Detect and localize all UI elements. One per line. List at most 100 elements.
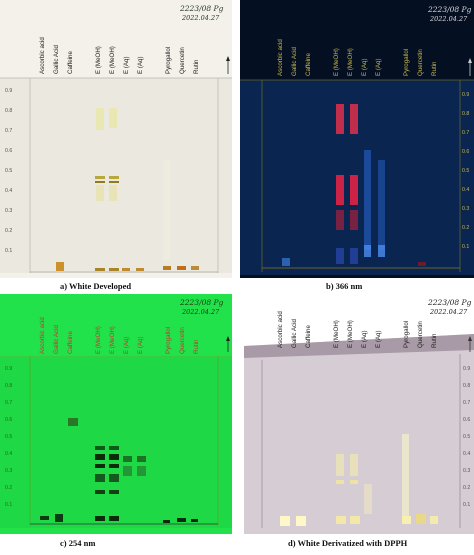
lane-label: Pyrogallol	[403, 48, 410, 76]
rf-tick: 0.9	[463, 366, 471, 372]
rf-tick: 0.8	[5, 383, 13, 389]
plate-date-d: 2022.04.27	[430, 308, 468, 316]
rf-tick: 0.9	[5, 88, 13, 94]
caption-a: a) White Developed	[60, 281, 132, 291]
rf-tick: 0.1	[5, 502, 13, 508]
rf-tick: 0.6	[5, 417, 13, 423]
plate-date-c: 2022.04.27	[182, 308, 220, 316]
panel-white-developed: 2223/08 Pg 2022.04.27 Ascorbic acid Gall…	[0, 0, 232, 278]
lane-label: Rutin	[431, 333, 438, 348]
rf-tick: 0.7	[5, 400, 13, 406]
rf-tick: 0.7	[5, 128, 13, 134]
lane-label: Quercetin	[417, 49, 424, 76]
lane-label: Pyrogallol	[403, 320, 410, 348]
lane-labels-c: Ascorbic acid Gallic Acid Caffeine E (Me…	[39, 298, 216, 354]
rf-tick: 0.5	[463, 434, 471, 440]
plate-note-c: 2223/08 Pg	[180, 298, 224, 307]
panel-254nm: 2223/08 Pg 2022.04.27 Ascorbic acid Gall…	[0, 294, 232, 534]
lane-labels-a: Ascorbic acid Gallic Acid Caffeine E (Me…	[39, 6, 216, 74]
plate-note-b: 2223/08 Pg	[428, 5, 472, 14]
plate-date-a: 2022.04.27	[182, 14, 220, 22]
plate-366nm	[240, 0, 474, 278]
rf-tick: 0.6	[462, 149, 470, 155]
lane-label: E (Aq)	[375, 58, 382, 76]
lane-label: Caffeine	[67, 331, 74, 354]
rf-tick: 0.3	[462, 206, 470, 212]
rf-tick: 0.2	[462, 225, 470, 231]
rf-tick: 0.9	[462, 92, 470, 98]
rf-scale-right-b: 0.9 0.8 0.7 0.6 0.5 0.4 0.3 0.2 0.1	[462, 92, 469, 263]
rf-tick: 0.5	[462, 168, 470, 174]
rf-tick: 0.1	[5, 248, 13, 254]
lane-labels-d: Ascorbic acid Gallic Acid Caffeine E (Me…	[277, 298, 454, 348]
rf-tick: 0.4	[5, 451, 13, 457]
lane-label: Ascorbic acid	[277, 39, 284, 76]
rf-tick: 0.6	[5, 148, 13, 154]
rf-tick: 0.5	[5, 434, 13, 440]
lane-label: Pyrogallol	[165, 326, 172, 354]
plate-dpph	[240, 294, 474, 534]
lane-label: E (MeOH)	[347, 48, 354, 76]
lane-label: E (MeOH)	[109, 46, 116, 74]
lane-label: Ascorbic acid	[39, 37, 46, 74]
lane-label: Rutin	[193, 59, 200, 74]
lane-label: E (Aq)	[361, 58, 368, 76]
lane-label: Gallic Acid	[53, 325, 60, 354]
rf-scale-right-d: 0.9 0.8 0.7 0.6 0.5 0.4 0.3 0.2 0.1	[463, 366, 470, 519]
rf-tick: 0.3	[5, 468, 13, 474]
plate-254nm	[0, 294, 232, 534]
plate-date-b: 2022.04.27	[430, 15, 468, 23]
lane-label: Gallic Acid	[291, 47, 298, 76]
lane-label: E (MeOH)	[95, 326, 102, 354]
rf-tick: 0.8	[463, 383, 471, 389]
lane-label: Quercetin	[179, 47, 186, 74]
caption-c: c) 254 nm	[60, 538, 96, 548]
plate-note-a: 2223/08 Pg	[180, 4, 224, 13]
lane-label: Quercetin	[417, 321, 424, 348]
plate-white-developed	[0, 0, 232, 278]
rf-scale-left-c: 0.9 0.8 0.7 0.6 0.5 0.4 0.3 0.2 0.1	[5, 366, 12, 519]
lane-label: Rutin	[431, 61, 438, 76]
panel-dpph: 2223/08 Pg 2022.04.27 Ascorbic acid Gall…	[240, 294, 474, 534]
lane-label: Gallic Acid	[291, 319, 298, 348]
rf-tick: 0.3	[5, 208, 13, 214]
lane-label: Ascorbic acid	[277, 311, 284, 348]
lane-label: E (Aq)	[123, 56, 130, 74]
lane-label: E (Aq)	[123, 336, 130, 354]
rf-tick: 0.8	[462, 111, 470, 117]
rf-tick: 0.6	[463, 417, 471, 423]
lane-label: E (MeOH)	[347, 320, 354, 348]
lane-label: E (Aq)	[361, 330, 368, 348]
rf-tick: 0.8	[5, 108, 13, 114]
lane-label: E (MeOH)	[109, 326, 116, 354]
rf-tick: 0.3	[463, 468, 471, 474]
rf-tick: 0.4	[462, 187, 470, 193]
rf-tick: 0.4	[463, 451, 471, 457]
lane-label: Caffeine	[305, 325, 312, 348]
lane-label: E (MeOH)	[95, 46, 102, 74]
rf-tick: 0.2	[5, 228, 13, 234]
lane-label: E (MeOH)	[333, 48, 340, 76]
rf-tick: 0.7	[463, 400, 471, 406]
lane-label: Caffeine	[305, 53, 312, 76]
panel-366nm: 2223/08 Pg 2022.04.27 Ascorbic acid Gall…	[240, 0, 474, 278]
rf-tick: 0.2	[463, 485, 471, 491]
lane-label: Gallic Acid	[53, 45, 60, 74]
rf-tick: 0.4	[5, 188, 13, 194]
lane-label: Pyrogallol	[165, 46, 172, 74]
lane-label: E (Aq)	[137, 336, 144, 354]
lane-label: Ascorbic acid	[39, 317, 46, 354]
rf-tick: 0.1	[463, 502, 471, 508]
lane-label: E (Aq)	[137, 56, 144, 74]
lane-labels-b: Ascorbic acid Gallic Acid Caffeine E (Me…	[277, 8, 454, 76]
rf-scale-left-a: 0.9 0.8 0.7 0.6 0.5 0.4 0.3 0.2 0.1	[5, 88, 12, 268]
lane-label: Quercetin	[179, 327, 186, 354]
rf-tick: 0.5	[5, 168, 13, 174]
rf-tick: 0.2	[5, 485, 13, 491]
lane-label: Caffeine	[67, 51, 74, 74]
caption-b: b) 366 nm	[326, 281, 363, 291]
lane-label: Rutin	[193, 339, 200, 354]
plate-note-d: 2223/08 Pg	[428, 298, 472, 307]
rf-tick: 0.9	[5, 366, 13, 372]
lane-label: E (Aq)	[375, 330, 382, 348]
